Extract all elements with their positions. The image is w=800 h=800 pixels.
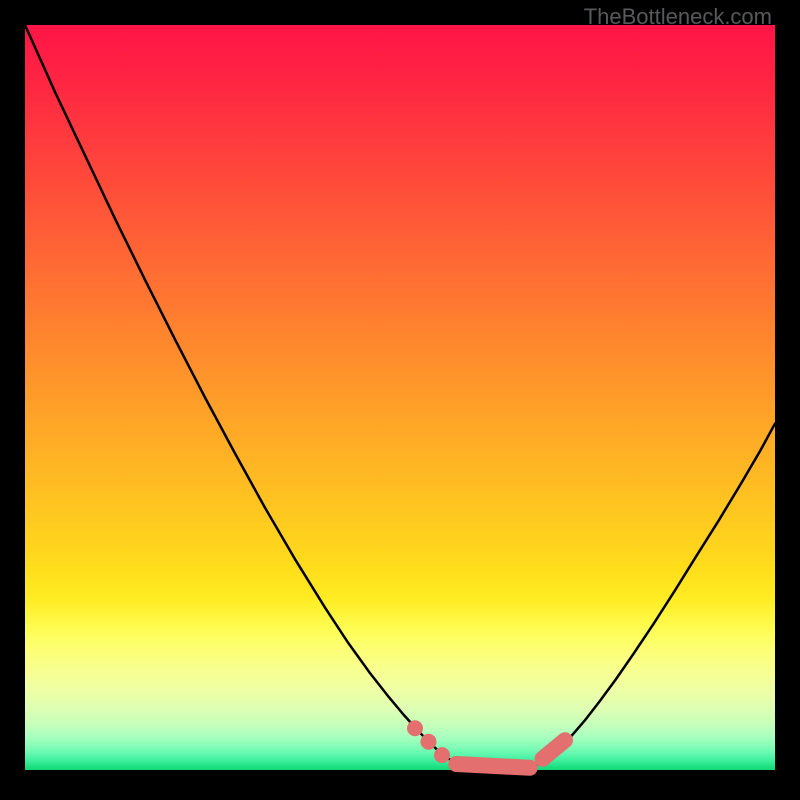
curve-marker [456, 764, 530, 768]
chart-svg [0, 0, 800, 800]
curve-marker [434, 747, 450, 763]
gradient-background [25, 25, 775, 770]
curve-marker [407, 720, 423, 736]
watermark-label: TheBottleneck.com [584, 4, 772, 30]
bottleneck-chart: TheBottleneck.com [0, 0, 800, 800]
curve-marker [421, 734, 437, 750]
